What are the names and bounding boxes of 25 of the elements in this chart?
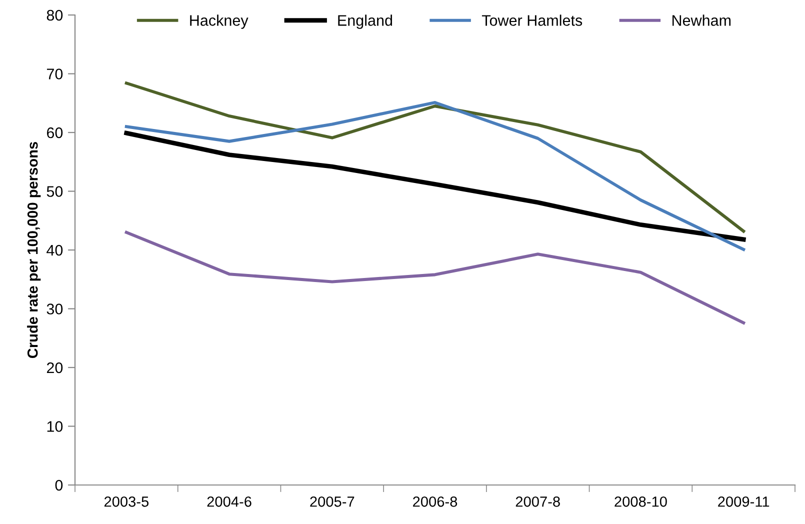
y-tick-label: 70 bbox=[46, 68, 63, 80]
y-tick-label: 50 bbox=[46, 186, 63, 197]
x-tick-label: 2006-8 bbox=[413, 496, 458, 507]
line-series bbox=[124, 82, 746, 233]
legend-label: Tower Hamlets bbox=[482, 14, 582, 26]
y-tick-label: 40 bbox=[46, 244, 63, 256]
y-axis-title: Crude rate per 100,000 persons bbox=[27, 142, 41, 358]
x-tick-label: 2005-7 bbox=[310, 496, 354, 507]
y-tick-label: 80 bbox=[46, 10, 63, 21]
legend-label: Hackney bbox=[190, 14, 248, 29]
y-tick-label: 30 bbox=[46, 304, 63, 314]
x-tick-label: 2004-6 bbox=[207, 496, 252, 507]
x-tick-label: 2003-5 bbox=[104, 496, 149, 507]
x-tick-label: 2008-10 bbox=[614, 496, 667, 507]
x-tick-label: 2009-11 bbox=[718, 496, 770, 507]
y-tick-label: 20 bbox=[46, 362, 63, 374]
line-series bbox=[124, 230, 746, 324]
y-tick-label: 60 bbox=[46, 127, 63, 138]
x-tick-label: 2007-8 bbox=[516, 496, 560, 507]
legend-label: England bbox=[338, 14, 392, 29]
y-tick-label: 10 bbox=[47, 421, 63, 432]
line-series bbox=[124, 130, 746, 242]
line-series bbox=[124, 101, 746, 251]
legend-label: Newham bbox=[672, 14, 731, 26]
y-tick-label: 0 bbox=[55, 480, 63, 491]
